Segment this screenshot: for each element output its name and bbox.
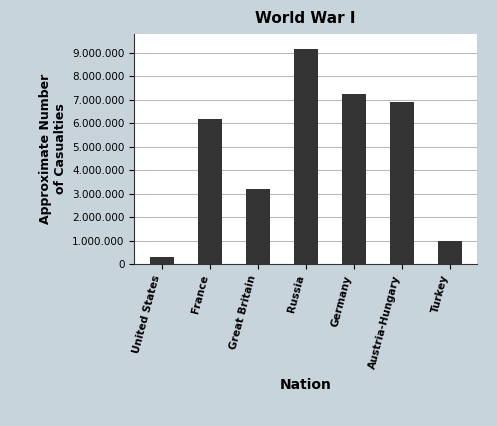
Title: World War I: World War I [255,11,356,26]
Bar [437,241,462,264]
Y-axis label: Approximate Number
of Casualties: Approximate Number of Casualties [39,74,67,224]
Bar [198,118,222,264]
Bar [246,189,270,264]
X-axis label: Nation: Nation [280,378,331,392]
Bar [390,102,414,264]
Bar [150,256,174,264]
Bar [294,49,318,264]
Bar [341,94,366,264]
